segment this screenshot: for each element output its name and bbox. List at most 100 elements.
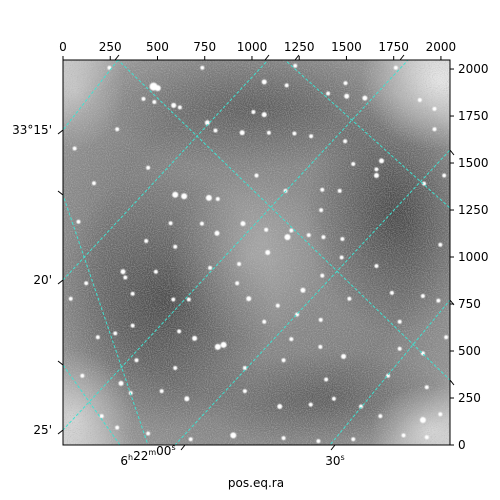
dec-tick — [57, 129, 64, 135]
star — [159, 389, 164, 394]
star — [331, 396, 336, 401]
star — [99, 414, 104, 419]
star — [68, 296, 73, 301]
star — [444, 335, 449, 340]
right-world-tick — [449, 379, 455, 386]
star — [309, 134, 314, 139]
ra-tick-label: 30s — [325, 453, 344, 468]
star — [91, 181, 96, 186]
top-world-tick — [114, 54, 120, 61]
star — [123, 275, 128, 280]
star — [362, 95, 368, 101]
x-pixel-tick-label: 750 — [193, 40, 216, 54]
star — [235, 281, 240, 286]
star — [146, 431, 151, 436]
dec-tick-label: 25' — [33, 423, 52, 437]
star — [254, 173, 259, 178]
dec-tick-label: 33°15' — [12, 123, 52, 137]
star — [419, 416, 426, 423]
ra-grid-line — [284, 60, 450, 209]
ra-grid-line — [117, 60, 450, 381]
axes-ticks: 0 250 500 750 1000 1250 1500 1750 2000 0 250 500 750… — [12, 40, 488, 468]
star — [205, 194, 212, 201]
star — [318, 317, 323, 322]
star — [251, 109, 256, 114]
star — [339, 255, 344, 260]
star — [424, 385, 429, 390]
star — [72, 146, 77, 151]
star — [141, 96, 146, 101]
star — [177, 329, 182, 334]
star — [262, 319, 267, 324]
y-pixel-tick-label: 750 — [458, 297, 481, 311]
star — [115, 127, 120, 132]
star — [261, 112, 267, 118]
star — [113, 331, 118, 336]
star — [242, 389, 247, 394]
star — [186, 297, 191, 302]
star — [152, 99, 157, 104]
star — [374, 263, 379, 268]
x-pixel-tick-label: 1750 — [378, 40, 409, 54]
star — [266, 130, 271, 135]
star — [265, 250, 271, 255]
dec-grid-line — [63, 60, 119, 131]
star — [343, 139, 348, 144]
ra-tick-label: 6h22m00s — [120, 443, 175, 468]
star — [318, 344, 323, 349]
star — [337, 188, 342, 193]
dec-grid-line — [329, 299, 450, 445]
star — [351, 161, 356, 166]
x-axis-label: pos.eq.ra — [228, 476, 284, 490]
star — [246, 296, 252, 302]
star — [424, 435, 429, 440]
star — [215, 196, 220, 201]
star — [76, 219, 81, 224]
star — [320, 273, 325, 278]
star — [306, 233, 311, 238]
dec-minor-tick — [57, 360, 64, 366]
star — [95, 335, 100, 340]
star — [80, 373, 85, 378]
star — [264, 227, 269, 232]
star — [347, 296, 352, 301]
star — [326, 91, 331, 96]
top-world-tick — [264, 54, 270, 61]
star — [275, 303, 280, 308]
ra-grid-line — [63, 193, 149, 445]
star — [351, 437, 356, 442]
star — [230, 432, 237, 439]
star — [378, 414, 383, 419]
star — [432, 106, 437, 111]
x-pixel-tick-label: 2000 — [426, 40, 457, 54]
x-pixel-tick-label: 250 — [99, 40, 122, 54]
x-pixel-tick-label: 500 — [146, 40, 169, 54]
dec-grid-line — [63, 60, 409, 431]
top-world-tick — [399, 54, 405, 61]
dec-tick — [57, 429, 64, 435]
star — [130, 291, 135, 296]
star — [200, 65, 205, 70]
star — [237, 262, 242, 267]
star — [172, 191, 179, 198]
star — [389, 290, 394, 295]
star — [374, 167, 379, 172]
star — [144, 238, 149, 243]
star — [153, 269, 158, 274]
star — [261, 79, 267, 85]
star — [293, 63, 298, 68]
y-pixel-tick-label: 1000 — [458, 250, 489, 264]
star — [316, 439, 321, 444]
star — [422, 181, 427, 186]
star — [308, 402, 313, 407]
star — [300, 287, 306, 293]
dec-grid-line — [63, 60, 269, 281]
star — [277, 404, 283, 409]
star — [214, 343, 221, 350]
star — [177, 105, 182, 110]
right-world-tick — [449, 149, 455, 156]
star — [107, 65, 112, 70]
star — [420, 294, 425, 299]
star — [84, 281, 89, 286]
